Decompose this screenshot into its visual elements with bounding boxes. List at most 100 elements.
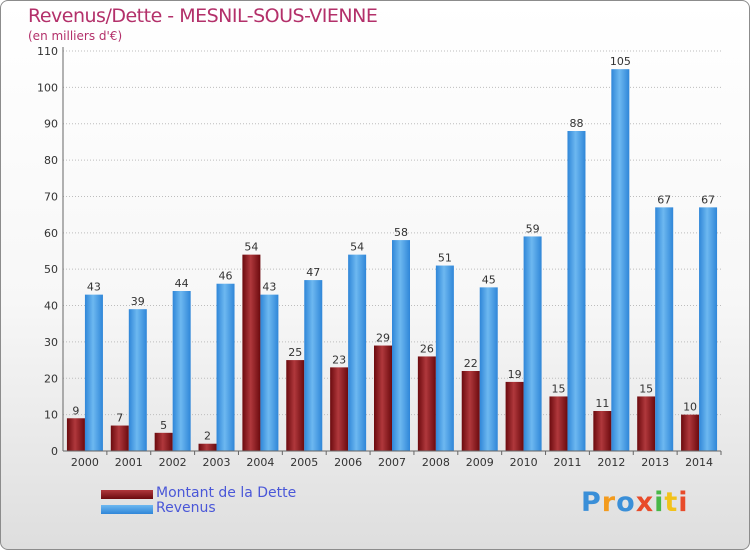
data-label-dette: 5 xyxy=(160,419,167,432)
bar-revenus xyxy=(655,207,674,451)
data-label-revenus: 105 xyxy=(610,55,631,68)
bar-revenus xyxy=(128,309,147,451)
logo-letter: t xyxy=(664,487,679,518)
logo-letter: o xyxy=(616,487,636,518)
y-tick-label: 100 xyxy=(37,81,58,94)
x-tick-label: 2009 xyxy=(466,456,494,469)
data-label-revenus: 88 xyxy=(569,117,583,130)
bar-dette xyxy=(110,425,129,451)
bar-dette xyxy=(242,254,261,451)
data-label-dette: 29 xyxy=(376,332,390,345)
data-label-revenus: 54 xyxy=(350,241,364,254)
x-tick-label: 2014 xyxy=(685,456,713,469)
bar-revenus xyxy=(611,69,630,451)
bar-revenus xyxy=(84,294,103,451)
chart-title: Revenus/Dette - MESNIL-SOUS-VIENNE xyxy=(28,5,378,27)
x-tick-label: 2012 xyxy=(597,456,625,469)
x-tick-label: 2007 xyxy=(378,456,406,469)
data-label-dette: 7 xyxy=(116,412,123,425)
bar-dette xyxy=(417,356,436,451)
bar-revenus xyxy=(304,280,323,451)
x-tick-label: 2011 xyxy=(553,456,581,469)
data-label-revenus: 47 xyxy=(306,266,320,279)
x-tick-label: 2002 xyxy=(159,456,187,469)
legend-label-dette: Montant de la Dette xyxy=(156,485,297,501)
y-tick-label: 110 xyxy=(37,45,58,58)
bar-revenus xyxy=(392,240,410,451)
data-label-dette: 2 xyxy=(204,430,211,443)
bar-dette xyxy=(154,432,173,451)
data-label-revenus: 67 xyxy=(657,193,671,206)
data-label-dette: 26 xyxy=(420,342,434,355)
bar-dette xyxy=(549,396,568,451)
logo-letter: i xyxy=(654,487,665,518)
y-tick-label: 60 xyxy=(44,227,58,240)
bar-dette xyxy=(593,411,612,451)
logo-letter: i xyxy=(678,487,689,518)
data-label-revenus: 51 xyxy=(438,252,452,265)
bar-dette xyxy=(374,345,392,451)
bar-dette xyxy=(681,414,700,451)
chart-subtitle: (en milliers d'€) xyxy=(28,29,123,43)
bar-revenus xyxy=(348,254,367,451)
bar-revenus xyxy=(699,207,718,451)
bar-revenus xyxy=(172,291,191,451)
bar-revenus xyxy=(216,283,235,451)
data-label-dette: 11 xyxy=(595,397,609,410)
logo-letter: r xyxy=(601,487,617,518)
proxiti-logo: Proxiti xyxy=(581,487,689,518)
data-label-revenus: 45 xyxy=(482,273,496,286)
x-tick-label: 2008 xyxy=(422,456,450,469)
bar-dette xyxy=(637,396,656,451)
bar-revenus xyxy=(435,265,454,451)
x-tick-label: 2000 xyxy=(71,456,99,469)
y-tick-label: 20 xyxy=(44,372,58,385)
bar-dette xyxy=(461,371,480,451)
x-tick-label: 2006 xyxy=(334,456,362,469)
data-label-revenus: 46 xyxy=(219,270,233,283)
x-tick-label: 2004 xyxy=(246,456,274,469)
bar-dette xyxy=(198,443,217,451)
data-label-dette: 19 xyxy=(508,368,522,381)
data-label-dette: 54 xyxy=(244,241,258,254)
x-tick-label: 2001 xyxy=(115,456,143,469)
x-tick-label: 2013 xyxy=(641,456,669,469)
legend-swatch-dette xyxy=(101,490,153,499)
y-tick-label: 10 xyxy=(44,409,58,422)
x-tick-label: 2010 xyxy=(510,456,538,469)
y-tick-label: 30 xyxy=(44,336,58,349)
x-tick-label: 2005 xyxy=(290,456,318,469)
logo-letter: x xyxy=(635,487,655,518)
bar-dette xyxy=(330,367,349,451)
y-tick-label: 0 xyxy=(51,445,58,458)
data-label-dette: 22 xyxy=(464,357,478,370)
bar-dette xyxy=(286,360,305,451)
data-label-dette: 10 xyxy=(683,401,697,414)
data-label-revenus: 43 xyxy=(262,281,276,294)
bar-dette xyxy=(66,418,85,451)
bar-revenus xyxy=(479,287,498,451)
bar-revenus xyxy=(567,131,586,451)
data-label-dette: 15 xyxy=(551,382,565,395)
bar-revenus xyxy=(523,236,542,451)
y-tick-label: 90 xyxy=(44,118,58,131)
x-tick-label: 2003 xyxy=(203,456,231,469)
legend-swatch-revenus xyxy=(101,505,153,514)
logo-letter: P xyxy=(581,487,602,518)
bar-revenus xyxy=(260,294,279,451)
data-label-revenus: 43 xyxy=(87,281,101,294)
y-tick-label: 80 xyxy=(44,154,58,167)
data-label-dette: 23 xyxy=(332,353,346,366)
bar-dette xyxy=(505,381,524,451)
data-label-dette: 9 xyxy=(72,404,79,417)
data-label-revenus: 59 xyxy=(526,222,540,235)
legend-label-revenus: Revenus xyxy=(156,500,216,516)
data-label-revenus: 44 xyxy=(175,277,189,290)
data-label-dette: 25 xyxy=(288,346,302,359)
data-label-revenus: 39 xyxy=(131,295,145,308)
y-tick-label: 40 xyxy=(44,300,58,313)
data-label-dette: 15 xyxy=(639,382,653,395)
y-tick-label: 70 xyxy=(44,190,58,203)
